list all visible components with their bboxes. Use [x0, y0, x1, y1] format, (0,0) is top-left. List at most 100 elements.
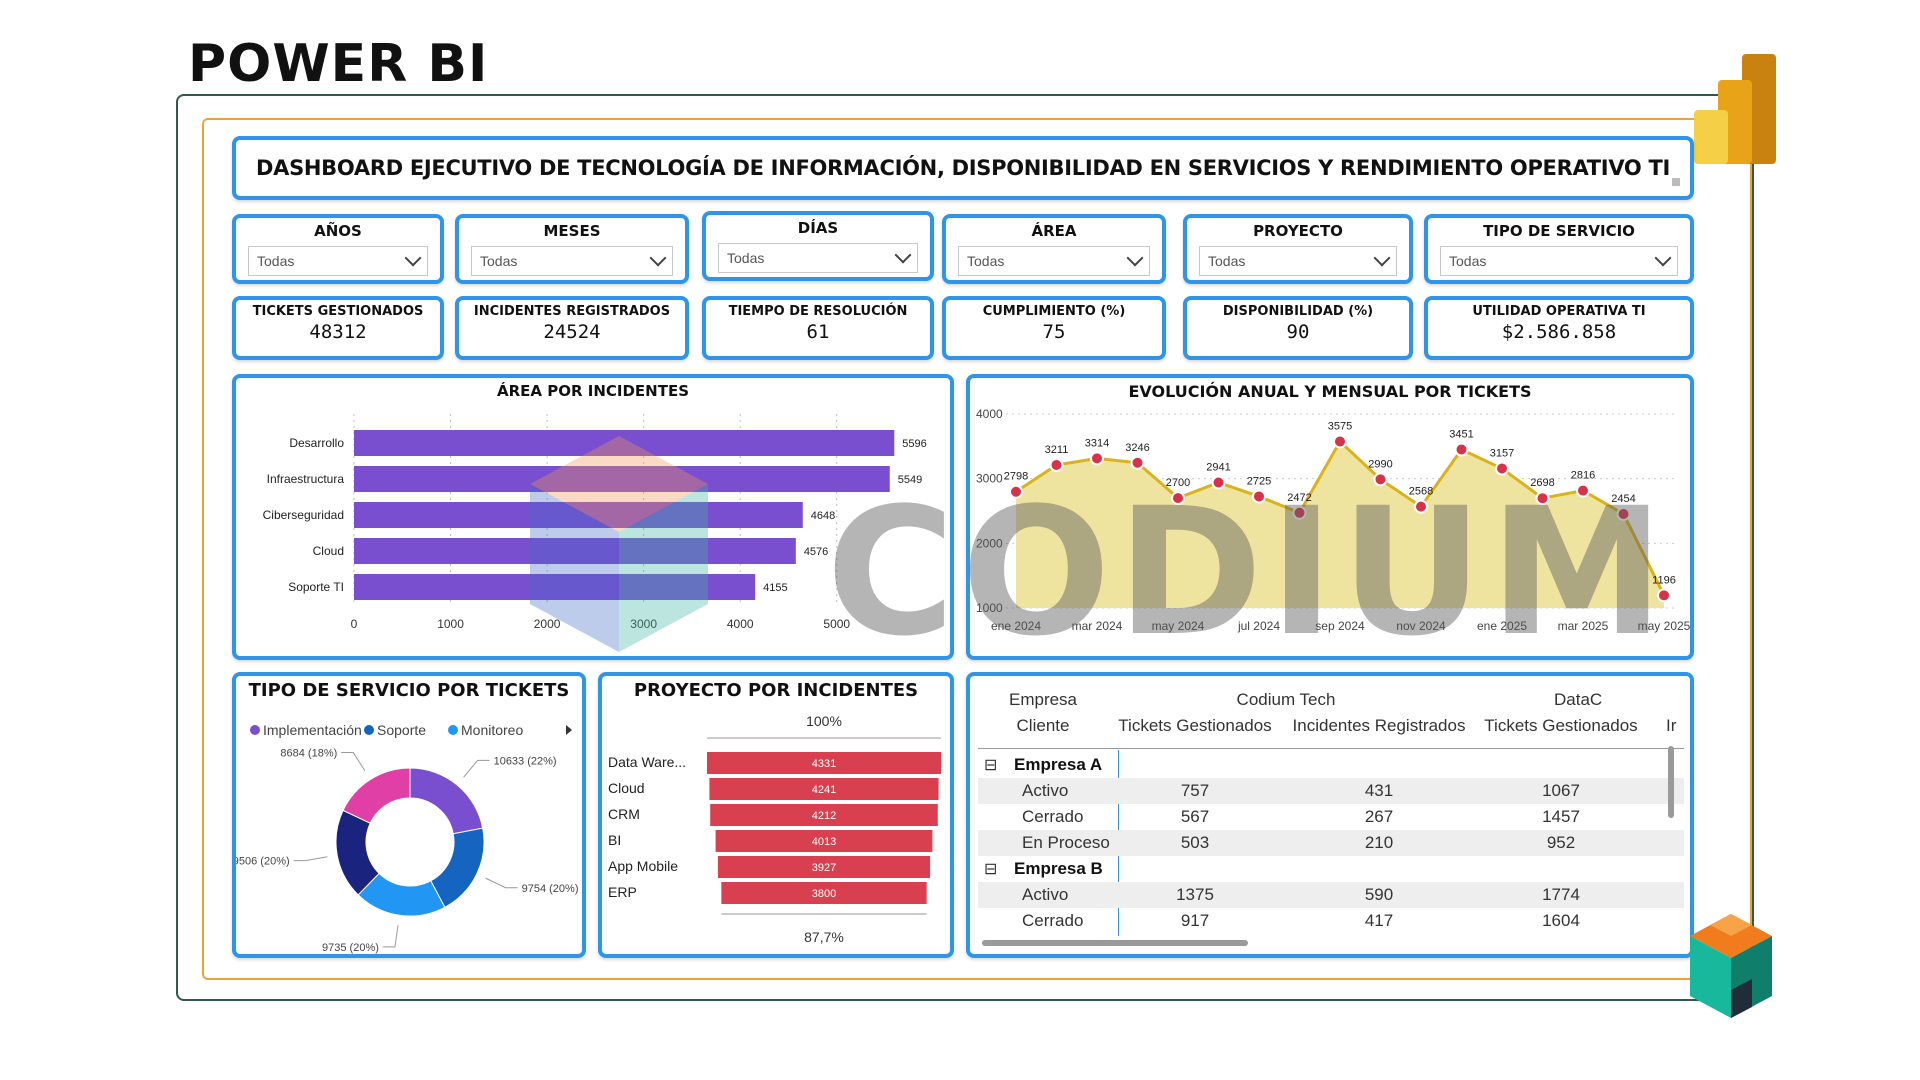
service-type-chart[interactable]: TIPO DE SERVICIO POR TICKETS Implementac… [232, 672, 586, 958]
chevron-down-icon [894, 246, 912, 264]
slicer-service-type[interactable]: TIPO DE SERVICIO Todas [1424, 214, 1694, 284]
matrix-group-row[interactable]: ⊟ Empresa B [978, 856, 1684, 882]
legend-swatch [364, 725, 374, 735]
x-tick-label: 2000 [534, 617, 561, 631]
data-label: 8684 (18%) [280, 747, 337, 759]
data-label: 3575 [1328, 420, 1352, 432]
data-point [1616, 506, 1631, 521]
data-point [1333, 434, 1347, 449]
category-label: ERP [608, 884, 637, 900]
chart-title: TIPO DE SERVICIO POR TICKETS [248, 680, 570, 701]
data-label: 1196 [1652, 574, 1676, 586]
data-label: 10633 (22%) [494, 755, 557, 767]
category-label: Infraestructura [267, 472, 345, 486]
project-incidents-svg: 100% Data Ware... 4331 Cloud 4241 CRM 4212 BI 40… [608, 713, 941, 945]
x-tick-label: jul 2024 [1237, 619, 1280, 633]
cell-value: 917 [1180, 911, 1210, 930]
row-label: Activo [1022, 781, 1069, 800]
slicer-dropdown[interactable]: Todas [248, 246, 428, 276]
slicer-label: PROYECTO [1253, 222, 1343, 240]
table-row: Activo 1375 590 1774 [978, 882, 1684, 908]
data-label: 2990 [1368, 458, 1392, 470]
data-label: 3211 [1045, 444, 1069, 456]
slicer-label: AÑOS [314, 222, 362, 240]
matrix-col-header[interactable]: Ir [1666, 716, 1677, 735]
legend-label: Soporte [377, 722, 426, 738]
dashboard-header: DASHBOARD EJECUTIVO DE TECNOLOGÍA DE INF… [232, 136, 1694, 200]
slicer-dropdown[interactable]: Todas [1199, 246, 1397, 276]
data-point [1535, 491, 1550, 506]
kpi-incidents: INCIDENTES REGISTRADOS 24524 [455, 296, 689, 360]
data-point [1292, 505, 1307, 520]
slicer-dropdown[interactable]: Todas [718, 243, 918, 273]
powerbi-logo-icon [1694, 54, 1776, 164]
y-tick-label: 3000 [976, 472, 1003, 486]
data-label: 3157 [1490, 448, 1514, 460]
matrix-divider [978, 748, 1684, 749]
kpi-value: 61 [806, 321, 830, 343]
company-matrix[interactable]: Empresa Cliente Codium Tech DataC Ticket… [966, 672, 1694, 958]
horizontal-scrollbar[interactable] [982, 940, 1248, 946]
funnel-bar [715, 830, 933, 852]
matrix-col-header[interactable]: Incidentes Registrados [1292, 716, 1466, 735]
kpi-operating-profit: UTILIDAD OPERATIVA TI $2.586.858 [1424, 296, 1694, 360]
slicer-area[interactable]: ÁREA Todas [942, 214, 1166, 284]
x-tick-label: 3000 [630, 617, 657, 631]
cell-value: 1457 [1542, 807, 1580, 826]
slicer-dropdown[interactable]: Todas [1440, 246, 1678, 276]
slicer-value: Todas [1208, 253, 1246, 269]
collapse-icon[interactable]: ⊟ [984, 861, 998, 878]
area-incidents-chart[interactable]: ÁREA POR INCIDENTES 0 1000 2000 3000 4000 500… [232, 374, 954, 660]
collapse-icon[interactable]: ⊟ [984, 757, 998, 774]
legend-label: Implementación [263, 722, 362, 738]
cell-value: 210 [1364, 833, 1394, 852]
resize-handle[interactable] [1672, 178, 1680, 186]
slicer-years[interactable]: AÑOS Todas [232, 214, 444, 284]
outer-frame [176, 94, 1754, 1001]
kpi-availability: DISPONIBILIDAD (%) 90 [1183, 296, 1413, 360]
category-label: Desarrollo [289, 436, 344, 450]
project-incidents-chart[interactable]: PROYECTO POR INCIDENTES 100% Data Ware...… [598, 672, 954, 958]
funnel-bar [709, 778, 939, 800]
data-label: 4241 [812, 784, 836, 796]
matrix-col-header[interactable]: Tickets Gestionados [1484, 716, 1638, 735]
legend-next-icon [566, 725, 572, 735]
chevron-down-icon [1654, 249, 1672, 267]
matrix-col-header[interactable]: Tickets Gestionados [1118, 716, 1272, 735]
data-point [1576, 483, 1590, 498]
slicer-label: DÍAS [797, 219, 839, 237]
slicer-label: TIPO DE SERVICIO [1483, 222, 1635, 240]
category-label: BI [608, 832, 621, 848]
donut-slice [409, 767, 484, 835]
data-label: 2454 [1611, 493, 1635, 505]
slicer-days[interactable]: DÍAS Todas [702, 211, 934, 281]
data-point [1171, 491, 1185, 506]
leader-line [463, 759, 490, 778]
category-label: App Mobile [608, 858, 678, 874]
data-point [1252, 489, 1266, 504]
data-point [1009, 484, 1023, 499]
kpi-compliance: CUMPLIMIENTO (%) 75 [942, 296, 1166, 360]
slicer-project[interactable]: PROYECTO Todas [1183, 214, 1413, 284]
legend-swatch [250, 725, 260, 735]
slicer-dropdown[interactable]: Todas [471, 246, 673, 276]
data-point [1130, 455, 1145, 470]
data-point [1657, 588, 1671, 603]
slicer-dropdown[interactable]: Todas [958, 246, 1150, 276]
ticket-trend-chart[interactable]: EVOLUCIÓN ANUAL Y MENSUAL POR TICKETS 10… [966, 374, 1694, 660]
bar [354, 538, 796, 564]
data-label: 2472 [1287, 492, 1311, 504]
legend-label: Monitoreo [461, 722, 523, 738]
kpi-value: 75 [1042, 321, 1066, 343]
slicer-months[interactable]: MESES Todas [455, 214, 689, 284]
chart-title: PROYECTO POR INCIDENTES [633, 680, 919, 701]
vertical-scrollbar[interactable] [1668, 746, 1674, 818]
category-label: CRM [608, 806, 640, 822]
x-tick-label: 1000 [437, 617, 464, 631]
matrix-group-row[interactable]: ⊟ Empresa A [978, 752, 1684, 778]
chevron-down-icon [1373, 249, 1391, 267]
slicer-value: Todas [257, 253, 295, 269]
table-row: Cerrado 567 267 1457 [978, 804, 1684, 830]
cell-value: 267 [1364, 807, 1394, 826]
slicer-label: ÁREA [1031, 222, 1077, 240]
